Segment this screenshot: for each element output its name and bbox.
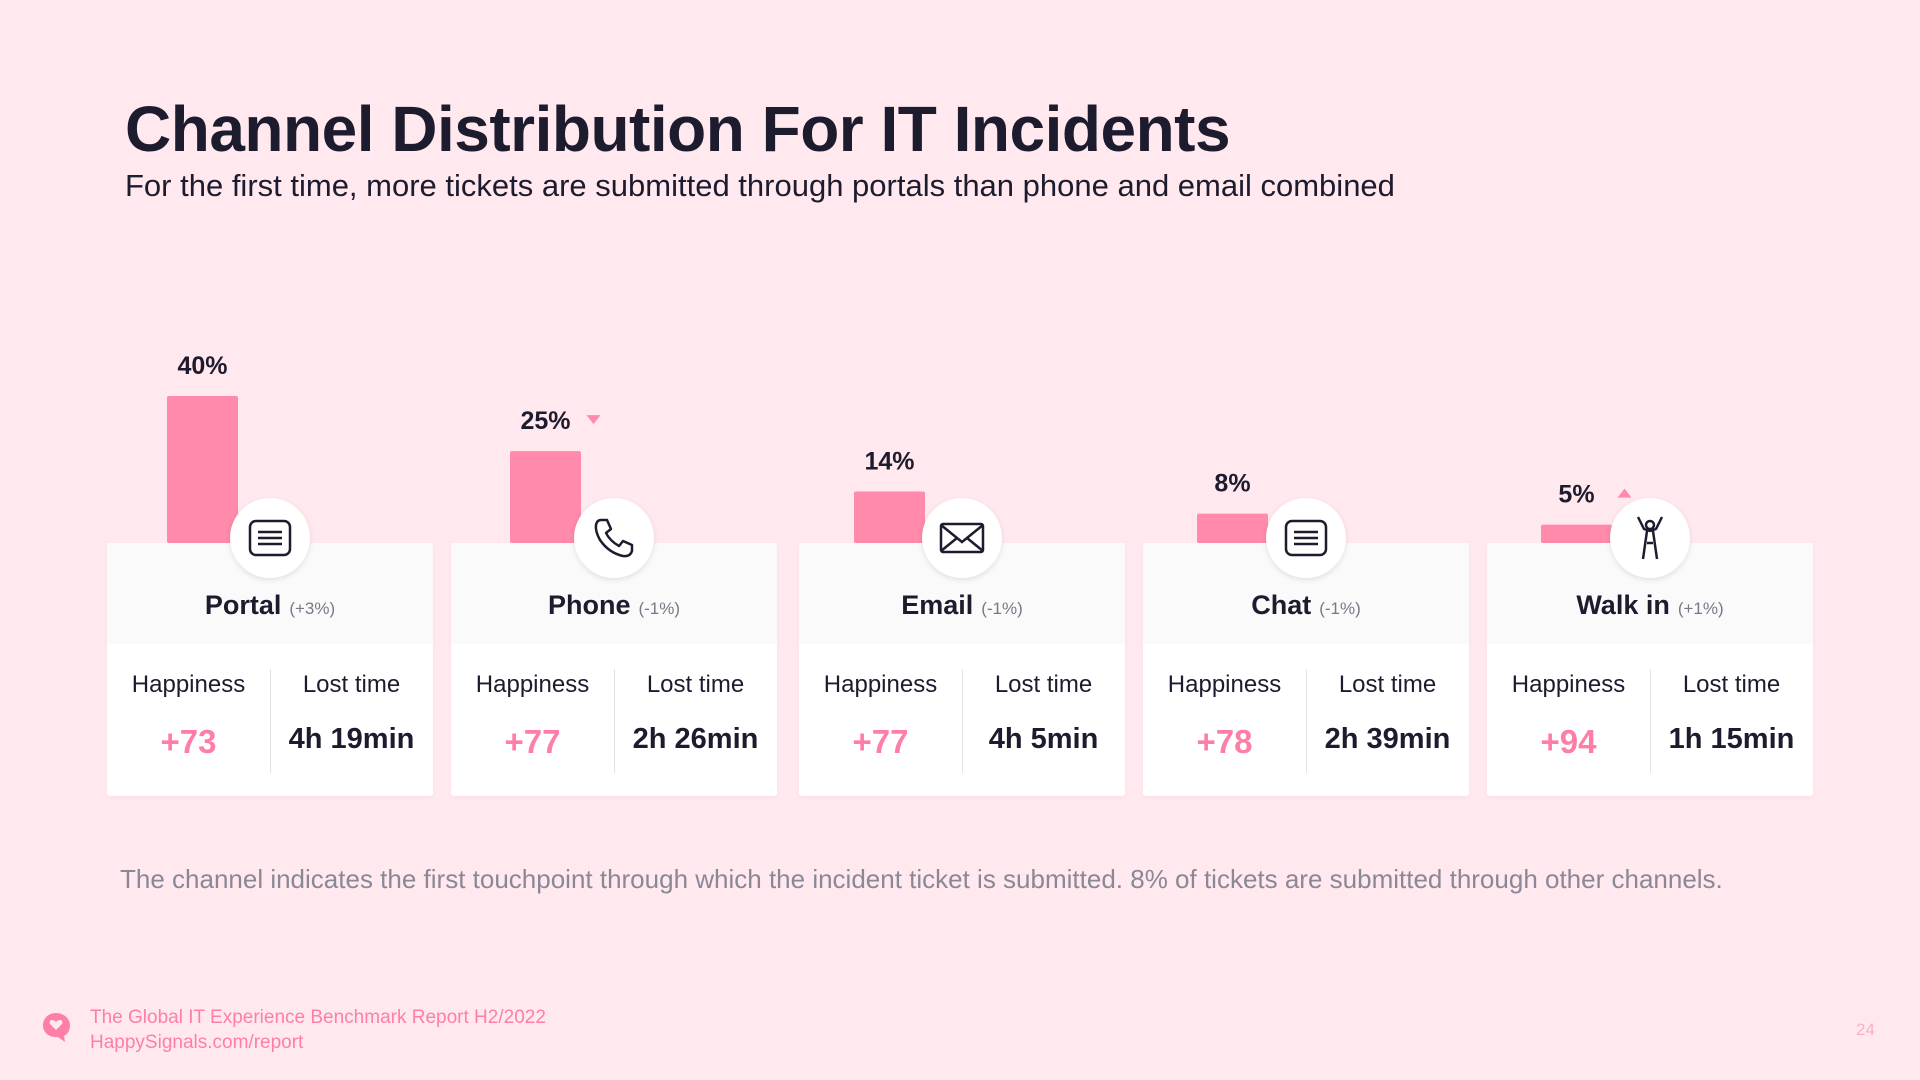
page-number: 24 xyxy=(1856,1020,1875,1039)
bar-chat xyxy=(1197,513,1268,543)
channel-card-email: Email (-1%) Happiness +77 Lost time 4h 5m… xyxy=(799,498,1125,796)
channel-change: (+1%) xyxy=(1677,599,1724,618)
happiness-label: Happiness xyxy=(475,671,590,698)
happiness-label: Happiness xyxy=(823,671,938,698)
happiness-label: Happiness xyxy=(131,671,246,698)
lost-time-value: 4h 5min xyxy=(988,723,1099,755)
card-divider xyxy=(614,669,615,773)
channel-card-chat: Chat (-1%) Happiness +78 Lost time 2h 39m… xyxy=(1143,498,1469,796)
happiness-label: Happiness xyxy=(1167,671,1282,698)
envelope-icon xyxy=(922,498,1002,578)
lost-time-value: 1h 15min xyxy=(1668,723,1795,755)
bar-value-label: 40% xyxy=(177,352,227,380)
bar-value-label: 8% xyxy=(1214,470,1250,498)
happiness-value: +73 xyxy=(160,723,217,760)
channel-card-walk-in: Walk in (+1%) Happiness +94 Lost time 1h … xyxy=(1487,498,1813,796)
portal-document-icon xyxy=(230,498,310,578)
channel-name: Chat xyxy=(1251,590,1312,620)
lost-time-label: Lost time xyxy=(994,671,1093,698)
card-divider xyxy=(1306,669,1307,773)
bar-portal xyxy=(167,396,238,543)
channel-name: Walk in xyxy=(1576,590,1670,620)
channel-change: (-1%) xyxy=(981,599,1023,618)
trend-up-icon xyxy=(1617,488,1632,498)
footer-report-name: The Global IT Experience Benchmark Repor… xyxy=(90,1007,546,1028)
page-subtitle: For the first time, more tickets are sub… xyxy=(125,168,1395,203)
chat-icon xyxy=(1266,498,1346,578)
page-title: Channel Distribution For IT Incidents xyxy=(125,93,1231,165)
bar-value-label: 14% xyxy=(864,448,914,476)
lost-time-label: Lost time xyxy=(1338,671,1437,698)
channel-change: (-1%) xyxy=(638,599,681,618)
happiness-label: Happiness xyxy=(1511,671,1626,698)
happiness-value: +94 xyxy=(1540,723,1597,760)
bar-value-label: 5% xyxy=(1558,481,1594,509)
bar-walk-in xyxy=(1541,524,1612,543)
trend-down-icon xyxy=(586,415,601,425)
phone-icon xyxy=(574,498,654,578)
lost-time-label: Lost time xyxy=(646,671,745,698)
lost-time-value: 2h 39min xyxy=(1324,723,1451,755)
happiness-value: +77 xyxy=(852,723,909,760)
channel-change: (-1%) xyxy=(1319,599,1361,618)
channel-name: Portal xyxy=(204,590,282,620)
channel-card-portal: Portal (+3%) Happiness +73 Lost time 4h 1… xyxy=(107,498,433,796)
lost-time-value: 2h 26min xyxy=(632,723,759,755)
footnote: The channel indicates the first touchpoi… xyxy=(120,864,1723,894)
lost-time-label: Lost time xyxy=(302,671,401,698)
card-divider xyxy=(962,669,963,773)
channel-card-phone: Phone (-1%) Happiness +77 Lost time 2h 26… xyxy=(451,498,777,796)
channel-change: (+3%) xyxy=(289,599,336,618)
channel-bar-chart: 40% 25% 14% 8% 5% xyxy=(167,352,1632,543)
walk-in-person-icon xyxy=(1610,498,1690,578)
lost-time-label: Lost time xyxy=(1682,671,1781,698)
bar-phone xyxy=(510,451,581,543)
bar-value-label: 25% xyxy=(520,407,570,435)
happiness-value: +77 xyxy=(504,723,561,760)
bar-email xyxy=(854,491,925,543)
channel-name: Phone xyxy=(547,590,631,620)
heart-chat-logo-icon xyxy=(43,1013,70,1042)
happiness-value: +78 xyxy=(1196,723,1253,760)
card-divider xyxy=(270,669,271,773)
card-divider xyxy=(1650,669,1651,773)
channel-name: Email xyxy=(901,590,974,620)
lost-time-value: 4h 19min xyxy=(288,723,415,755)
footer-url[interactable]: HappySignals.com/report xyxy=(90,1032,304,1053)
